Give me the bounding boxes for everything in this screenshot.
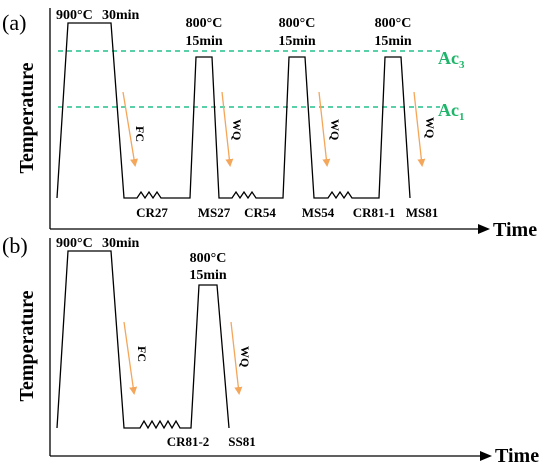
panel-b-process-curve: [56, 250, 230, 430]
panel-b-step1-temp: 900°C: [56, 236, 93, 251]
panel-a-step4-time: 15min: [374, 34, 412, 49]
panel-a-wq2-arrow-icon: [318, 91, 331, 167]
panel-a-letter: (a): [2, 10, 26, 35]
panel-b-wq-arrow-icon: [230, 321, 243, 395]
ac1-label: Ac1: [438, 100, 465, 123]
ac3-label: Ac3: [438, 48, 465, 71]
panel-a-step3-temp: 800°C: [279, 16, 316, 31]
panel-b: (b) Time Temperature 900°C 30min 800°C 1…: [2, 233, 539, 467]
panel-b-y-label: Temperature: [16, 290, 38, 401]
panel-a-wq1-arrow-icon: [221, 91, 234, 167]
panel-a-fc-arrow-icon: [122, 91, 138, 167]
panel-a-step1-temp: 900°C: [56, 8, 93, 23]
panel-a-step4-temp: 800°C: [375, 16, 412, 31]
panel-a-x-label: Time: [493, 219, 537, 241]
panel-b-x-label: Time: [495, 445, 539, 467]
panel-b-wq-label: WQ: [238, 346, 252, 367]
panel-b-step2-time: 15min: [189, 268, 227, 283]
panel-a: (a) Time Temperature Ac3 Ac1 900°C 30min…: [2, 8, 537, 241]
panel-a-step2-temp: 800°C: [186, 16, 223, 31]
panel-b-fc-arrow-icon: [123, 321, 138, 395]
sample-label-cr81-2: CR81-2: [167, 434, 210, 449]
sample-label-ms27: MS27: [198, 205, 231, 220]
sample-label-ms81: MS81: [406, 205, 439, 220]
panel-a-process-curve: [56, 22, 411, 200]
panel-a-fc-label: FC: [133, 126, 147, 142]
panel-b-fc-label: FC: [135, 346, 149, 362]
sample-label-ss81: SS81: [228, 434, 255, 449]
sample-label-cr81-1: CR81-1: [353, 205, 396, 220]
panel-b-step2-temp: 800°C: [190, 251, 227, 266]
panel-a-step1-time: 30min: [102, 8, 140, 23]
panel-a-wq3-arrow-icon: [413, 91, 426, 167]
panel-a-step2-time: 15min: [185, 34, 223, 49]
panel-b-letter: (b): [2, 233, 28, 258]
sample-label-cr27: CR27: [136, 205, 168, 220]
sample-label-ms54: MS54: [302, 205, 335, 220]
panel-a-wq3-label: WQ: [423, 117, 437, 138]
panel-a-step3-time: 15min: [278, 34, 316, 49]
panel-a-y-label: Temperature: [16, 62, 38, 173]
panel-a-wq2-label: WQ: [328, 119, 342, 140]
panel-b-step1-time: 30min: [102, 236, 140, 251]
sample-label-cr54: CR54: [244, 205, 276, 220]
panel-a-wq1-label: WQ: [230, 119, 244, 140]
